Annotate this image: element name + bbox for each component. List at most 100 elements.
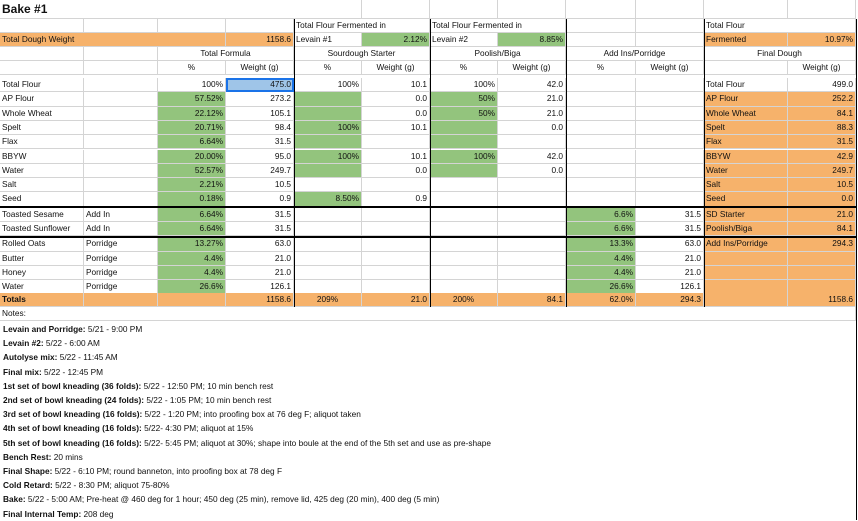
- levain1-header[interactable]: Total Flour Fermented in: [294, 19, 430, 33]
- section-final-dough[interactable]: Final Dough: [704, 47, 856, 61]
- sourdough-pct[interactable]: [294, 178, 362, 193]
- final-dough-name[interactable]: Poolish/Biga: [704, 222, 788, 237]
- total-formula-pct[interactable]: 4.4%: [158, 251, 226, 266]
- sourdough-weight[interactable]: 0.0: [362, 163, 430, 179]
- total-formula-weight[interactable]: 98.4: [226, 120, 294, 136]
- final-dough-name[interactable]: Salt: [704, 178, 788, 193]
- ingredient-name[interactable]: AP Flour: [0, 92, 84, 107]
- empty-cell[interactable]: [84, 47, 158, 61]
- empty-cell[interactable]: [566, 0, 636, 19]
- addins-weight[interactable]: [636, 178, 704, 193]
- sourdough-pct[interactable]: [294, 163, 362, 179]
- ingredient-name[interactable]: Butter: [0, 251, 84, 266]
- final-dough-name[interactable]: AP Flour: [704, 92, 788, 107]
- empty-cell[interactable]: [566, 33, 636, 47]
- total-formula-weight[interactable]: 21.0: [226, 265, 294, 281]
- poolish-pct[interactable]: 100%: [430, 149, 498, 164]
- total-formula-pct[interactable]: 57.52%: [158, 92, 226, 107]
- empty-cell[interactable]: [158, 19, 226, 33]
- final-dough-weight[interactable]: 10.5: [788, 178, 856, 193]
- totals-total-formula[interactable]: 1158.6: [226, 293, 294, 307]
- total-dough-weight-value[interactable]: 1158.6: [226, 33, 294, 47]
- empty-cell[interactable]: [430, 0, 498, 19]
- sourdough-weight[interactable]: [362, 265, 430, 281]
- addins-weight[interactable]: [636, 149, 704, 164]
- addins-pct[interactable]: [566, 78, 636, 93]
- empty-cell[interactable]: [294, 0, 362, 19]
- sourdough-pct[interactable]: [294, 135, 362, 150]
- sourdough-pct[interactable]: 100%: [294, 149, 362, 164]
- sourdough-pct[interactable]: 100%: [294, 78, 362, 93]
- poolish-weight[interactable]: [498, 178, 566, 193]
- addins-pct[interactable]: [566, 106, 636, 121]
- addins-pct[interactable]: 6.6%: [566, 222, 636, 237]
- ingredient-type[interactable]: [84, 178, 158, 193]
- final-dough-weight[interactable]: 0.0: [788, 192, 856, 207]
- empty-cell[interactable]: [226, 19, 294, 33]
- final-dough-weight[interactable]: 249.7: [788, 163, 856, 179]
- poolish-weight[interactable]: 0.0: [498, 120, 566, 136]
- ingredient-type[interactable]: Porridge: [84, 237, 158, 252]
- totals-poolish-weight[interactable]: 84.1: [498, 293, 566, 307]
- section-sourdough[interactable]: Sourdough Starter: [294, 47, 430, 61]
- addins-pct[interactable]: [566, 163, 636, 179]
- total-formula-pct[interactable]: 22.12%: [158, 106, 226, 121]
- addins-weight[interactable]: [636, 163, 704, 179]
- sourdough-weight[interactable]: [362, 207, 430, 222]
- final-dough-weight[interactable]: 88.3: [788, 120, 856, 136]
- final-dough-weight[interactable]: [788, 251, 856, 266]
- final-dough-weight[interactable]: 84.1: [788, 222, 856, 237]
- empty-cell[interactable]: [0, 61, 84, 75]
- final-dough-name[interactable]: Seed: [704, 192, 788, 207]
- ingredient-name[interactable]: Spelt: [0, 120, 84, 136]
- levain2-label[interactable]: Levain #2: [430, 33, 498, 47]
- poolish-pct[interactable]: [430, 178, 498, 193]
- empty-cell[interactable]: [0, 47, 84, 61]
- empty-cell[interactable]: [788, 0, 856, 19]
- addins-pct[interactable]: [566, 92, 636, 107]
- total-formula-weight[interactable]: 31.5: [226, 222, 294, 237]
- weight-header[interactable]: Weight (g): [636, 61, 704, 75]
- ingredient-name[interactable]: Toasted Sesame: [0, 207, 84, 222]
- poolish-pct[interactable]: [430, 207, 498, 222]
- ingredient-type[interactable]: Add In: [84, 207, 158, 222]
- poolish-weight[interactable]: [498, 207, 566, 222]
- empty-cell[interactable]: [362, 0, 430, 19]
- final-dough-name[interactable]: SD Starter: [704, 207, 788, 222]
- sourdough-weight[interactable]: [362, 222, 430, 237]
- total-formula-pct[interactable]: 6.64%: [158, 135, 226, 150]
- totals-label[interactable]: Totals: [0, 293, 84, 307]
- poolish-weight[interactable]: [498, 251, 566, 266]
- sourdough-pct[interactable]: [294, 265, 362, 281]
- total-formula-weight[interactable]: 105.1: [226, 106, 294, 121]
- total-formula-pct[interactable]: 13.27%: [158, 237, 226, 252]
- sourdough-weight[interactable]: 0.0: [362, 92, 430, 107]
- sourdough-pct[interactable]: [294, 106, 362, 121]
- totals-addins-pct[interactable]: 62.0%: [566, 293, 636, 307]
- addins-pct[interactable]: 4.4%: [566, 251, 636, 266]
- addins-weight[interactable]: [636, 135, 704, 150]
- total-formula-weight[interactable]: 21.0: [226, 251, 294, 266]
- final-dough-weight[interactable]: 252.2: [788, 92, 856, 107]
- section-addins[interactable]: Add Ins/Porridge: [566, 47, 704, 61]
- final-dough-name[interactable]: Add Ins/Porridge: [704, 237, 788, 252]
- total-formula-weight[interactable]: 31.5: [226, 207, 294, 222]
- total-formula-pct[interactable]: 2.21%: [158, 178, 226, 193]
- poolish-weight[interactable]: [498, 192, 566, 207]
- poolish-weight[interactable]: [498, 222, 566, 237]
- addins-pct[interactable]: 13.3%: [566, 237, 636, 252]
- addins-weight[interactable]: [636, 120, 704, 136]
- ingredient-name[interactable]: Flax: [0, 135, 84, 150]
- empty-cell[interactable]: [704, 0, 788, 19]
- poolish-weight[interactable]: 42.0: [498, 78, 566, 93]
- ingredient-type[interactable]: [84, 135, 158, 150]
- empty-cell[interactable]: [704, 61, 788, 75]
- ingredient-type[interactable]: Add In: [84, 222, 158, 237]
- section-total-formula[interactable]: Total Formula: [158, 47, 294, 61]
- final-dough-weight[interactable]: [788, 265, 856, 281]
- totals-cell[interactable]: [84, 293, 158, 307]
- ingredient-type[interactable]: [84, 163, 158, 179]
- levain2-value[interactable]: 8.85%: [498, 33, 566, 47]
- final-dough-weight[interactable]: 21.0: [788, 207, 856, 222]
- sourdough-weight[interactable]: 10.1: [362, 78, 430, 93]
